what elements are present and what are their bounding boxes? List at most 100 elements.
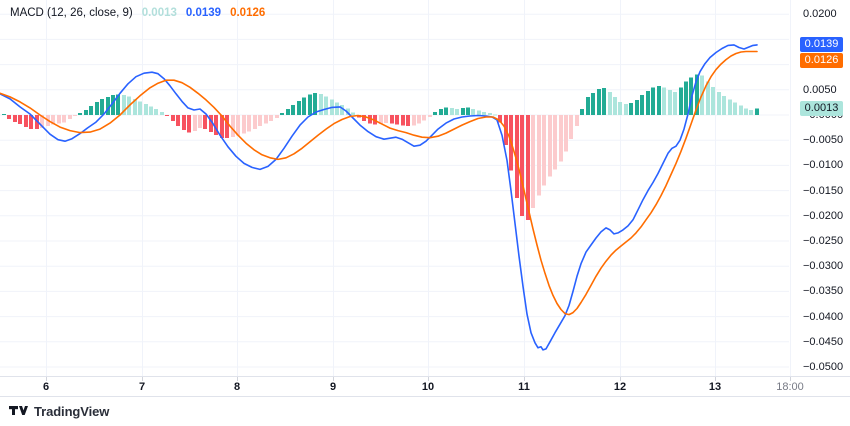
histogram-bar xyxy=(679,87,683,115)
histogram-bar xyxy=(417,115,421,124)
time-scale-label: 11 xyxy=(518,381,530,393)
histogram-bar xyxy=(477,110,481,115)
histogram-bar xyxy=(640,94,644,115)
time-scale[interactable]: 6 7 8 9 10 11 12 13 18:00 xyxy=(0,376,850,397)
histogram-bar xyxy=(116,94,120,115)
histogram-bar xyxy=(40,115,44,129)
histogram-bar xyxy=(602,87,606,115)
histogram-bar xyxy=(308,94,312,115)
price-scale-label: −0.0200 xyxy=(803,209,844,222)
time-scale-label: 13 xyxy=(708,381,722,393)
macd-plot[interactable] xyxy=(0,0,850,376)
price-scale-label: −0.0100 xyxy=(803,159,844,172)
histogram-bar xyxy=(165,115,169,116)
histogram-bar xyxy=(651,87,655,115)
histogram-bar xyxy=(689,77,693,115)
tradingview-brand[interactable]: TradingView xyxy=(34,404,110,419)
histogram-bar xyxy=(346,108,350,115)
histogram-bar xyxy=(193,115,197,132)
histogram-bar xyxy=(73,115,77,116)
histogram-bar xyxy=(68,115,72,119)
histogram-bar xyxy=(482,112,486,115)
histogram-bar xyxy=(733,102,737,115)
time-scale-label: 18:00 xyxy=(776,381,804,393)
histogram-bar xyxy=(269,115,273,121)
time-tick-mark xyxy=(715,377,716,381)
histogram-bar xyxy=(526,115,530,220)
histogram-bar xyxy=(220,115,224,139)
price-scale-label: −0.0150 xyxy=(803,184,844,197)
histogram-bar xyxy=(160,112,164,115)
histogram-bar xyxy=(100,98,104,115)
histogram-bar xyxy=(138,101,142,115)
histogram-bar xyxy=(520,115,524,216)
histogram-bar xyxy=(362,115,366,121)
histogram-bar xyxy=(57,115,61,124)
histogram-bar xyxy=(384,115,388,124)
histogram-bar xyxy=(264,115,268,124)
histogram-bar xyxy=(236,115,240,136)
histogram-bar xyxy=(111,94,115,115)
histogram-bar xyxy=(755,108,759,115)
time-tick-mark xyxy=(620,377,621,381)
histogram-bar xyxy=(324,96,328,115)
histogram-bar xyxy=(390,115,394,124)
histogram-bar xyxy=(629,102,633,115)
indicator-title: MACD (12, 26, close, 9) xyxy=(10,7,133,19)
histogram-bar xyxy=(493,114,497,116)
histogram-bar xyxy=(187,115,191,133)
price-scale[interactable]: 0.02000.01000.0050−0.0000−0.0050−0.0100−… xyxy=(789,0,850,376)
histogram-bar xyxy=(302,97,306,115)
histogram-bar xyxy=(433,112,437,115)
macd-line xyxy=(0,44,758,351)
histogram-bar xyxy=(149,106,153,115)
price-scale-label: −0.0250 xyxy=(803,235,844,247)
price-scale-label: 0.0200 xyxy=(803,8,837,21)
histogram-bar xyxy=(564,115,568,152)
histogram-bar xyxy=(531,115,535,209)
time-tick-mark xyxy=(333,377,334,381)
histogram-bar xyxy=(575,115,579,127)
histogram-bar xyxy=(450,107,454,115)
price-scale-label: −0.0450 xyxy=(803,335,844,348)
histogram-bar xyxy=(613,96,617,115)
histogram-bar xyxy=(275,115,279,118)
histogram-bar xyxy=(379,115,383,125)
histogram-bar xyxy=(340,104,344,115)
histogram-bar xyxy=(684,81,688,115)
histogram-bar xyxy=(580,109,584,115)
histogram-bar xyxy=(351,112,355,115)
histogram-bar xyxy=(253,115,257,130)
histogram-bar xyxy=(133,98,137,115)
histogram-bar xyxy=(749,110,753,115)
histogram-bar xyxy=(461,107,465,115)
histogram-bar xyxy=(542,115,546,186)
histogram-bar xyxy=(171,115,175,121)
histogram-bar xyxy=(286,109,290,115)
histogram-bar xyxy=(144,103,148,115)
histogram-bar xyxy=(662,87,666,115)
histogram-bar xyxy=(297,100,301,115)
histogram-bar xyxy=(401,115,405,126)
histogram-bar xyxy=(498,115,502,123)
time-scale-label: 6 xyxy=(42,381,50,393)
histogram-bar xyxy=(203,115,207,130)
histogram-value-badge: 0.0013 xyxy=(800,100,843,116)
histogram-bar xyxy=(122,94,126,115)
histogram-bar xyxy=(706,81,710,115)
histogram-bar xyxy=(198,115,202,129)
histogram-bar xyxy=(13,115,17,123)
histogram-bar xyxy=(739,105,743,115)
histogram-bar xyxy=(608,91,612,115)
footer: TradingView xyxy=(0,397,850,426)
histogram-bar xyxy=(428,115,432,117)
histogram-bar xyxy=(335,102,339,115)
tradingview-logo-icon[interactable] xyxy=(9,405,28,418)
histogram-bar xyxy=(646,90,650,115)
histogram-bar xyxy=(395,115,399,125)
histogram-bar xyxy=(657,85,661,115)
indicator-legend[interactable]: MACD (12, 26, close, 9) 0.0013 0.0139 0.… xyxy=(10,7,265,19)
time-scale-label: 8 xyxy=(233,381,241,393)
histogram-bar xyxy=(231,115,235,138)
